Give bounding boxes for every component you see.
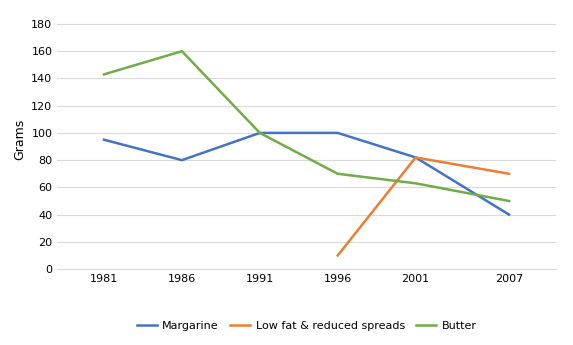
Butter <box>412 181 419 185</box>
Margarine <box>256 131 263 135</box>
Margarine <box>505 213 512 217</box>
Butter <box>334 172 341 176</box>
Butter <box>178 49 185 53</box>
Margarine <box>412 155 419 159</box>
Margarine <box>334 131 341 135</box>
Butter <box>256 131 263 135</box>
Low fat & reduced spreads <box>334 254 341 258</box>
Butter <box>101 72 108 77</box>
Margarine <box>178 158 185 162</box>
Y-axis label: Grams: Grams <box>13 119 26 160</box>
Butter <box>505 199 512 203</box>
Low fat & reduced spreads <box>505 172 512 176</box>
Margarine <box>101 138 108 142</box>
Low fat & reduced spreads <box>412 155 419 159</box>
Line: Butter: Butter <box>104 51 509 201</box>
Line: Margarine: Margarine <box>104 133 509 215</box>
Legend: Margarine, Low fat & reduced spreads, Butter: Margarine, Low fat & reduced spreads, Bu… <box>132 316 481 335</box>
Line: Low fat & reduced spreads: Low fat & reduced spreads <box>337 157 509 256</box>
